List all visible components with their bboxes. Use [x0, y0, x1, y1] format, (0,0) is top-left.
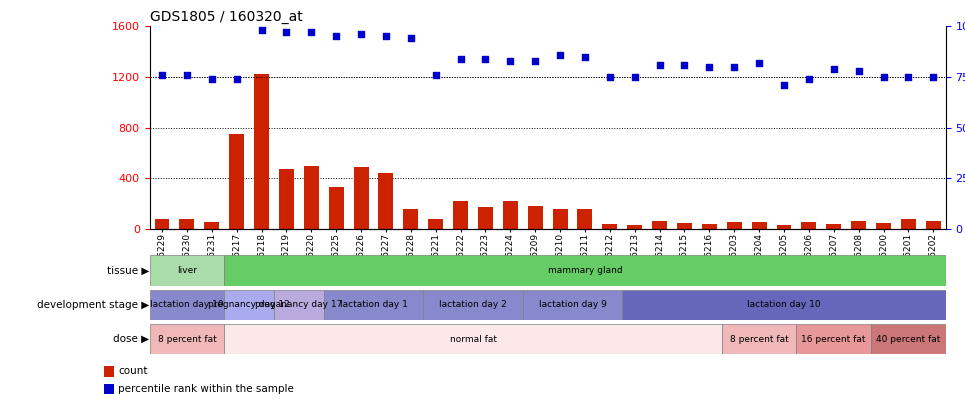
Text: mammary gland: mammary gland [548, 266, 622, 275]
Point [503, 58, 518, 64]
Bar [727, 222, 742, 229]
Bar [224, 324, 722, 354]
Point [801, 76, 816, 82]
Point [676, 62, 692, 68]
Bar [722, 324, 796, 354]
Text: lactation day 2: lactation day 2 [439, 300, 507, 309]
Text: lactation day 9: lactation day 9 [538, 300, 606, 309]
Point [478, 55, 493, 62]
Text: preganancy day 17: preganancy day 17 [255, 300, 343, 309]
Bar [279, 169, 294, 229]
Bar [229, 134, 244, 229]
Point [627, 74, 643, 80]
Point [403, 35, 419, 42]
Point [304, 29, 319, 36]
Text: 8 percent fat: 8 percent fat [730, 335, 788, 344]
Bar [150, 255, 224, 286]
Point [378, 33, 394, 40]
Bar [205, 222, 219, 229]
Bar [154, 220, 170, 229]
Text: lactation day 10: lactation day 10 [747, 300, 821, 309]
Point [528, 58, 543, 64]
Point [577, 53, 593, 60]
Text: 40 percent fat: 40 percent fat [876, 335, 941, 344]
Bar [677, 223, 692, 229]
Point [602, 74, 618, 80]
Point [727, 64, 742, 70]
Point [204, 76, 219, 82]
Point [925, 74, 941, 80]
Bar [424, 290, 523, 320]
Bar [378, 173, 394, 229]
Point [900, 74, 916, 80]
Point [353, 31, 369, 38]
Text: count: count [118, 366, 148, 376]
Text: GDS1805 / 160320_at: GDS1805 / 160320_at [150, 10, 302, 24]
Bar [577, 209, 593, 229]
Text: 16 percent fat: 16 percent fat [802, 335, 866, 344]
Point [179, 72, 195, 78]
Point [876, 74, 892, 80]
Bar [179, 219, 194, 229]
Bar [528, 206, 542, 229]
Bar [104, 366, 114, 377]
Point [752, 60, 767, 66]
Point [851, 68, 867, 74]
Bar [752, 222, 766, 229]
Bar [871, 324, 946, 354]
Bar [254, 75, 269, 229]
Text: lactation day 1: lactation day 1 [340, 300, 407, 309]
Text: 8 percent fat: 8 percent fat [157, 335, 216, 344]
Point [154, 72, 170, 78]
Bar [652, 221, 667, 229]
Bar [925, 221, 941, 229]
Bar [702, 224, 717, 229]
Bar [150, 290, 224, 320]
Point [427, 72, 443, 78]
Bar [826, 224, 841, 229]
Bar [150, 324, 224, 354]
Text: liver: liver [177, 266, 197, 275]
Text: normal fat: normal fat [450, 335, 497, 344]
Bar [553, 209, 567, 229]
Bar [901, 219, 916, 229]
Bar [851, 221, 867, 229]
Text: pregnancy day 12: pregnancy day 12 [208, 300, 290, 309]
Bar [428, 219, 443, 229]
Text: lactation day 10: lactation day 10 [151, 300, 224, 309]
Bar [523, 290, 622, 320]
Bar [622, 290, 946, 320]
Bar [796, 324, 871, 354]
Bar [454, 201, 468, 229]
Bar [627, 225, 642, 229]
Bar [224, 290, 274, 320]
Point [453, 55, 468, 62]
Text: tissue ▶: tissue ▶ [107, 265, 150, 275]
Bar [777, 225, 791, 229]
Point [652, 62, 668, 68]
Bar [503, 201, 518, 229]
Bar [478, 207, 493, 229]
Bar [329, 187, 344, 229]
Point [254, 27, 269, 34]
Text: dose ▶: dose ▶ [114, 334, 150, 344]
Bar [104, 384, 114, 394]
Point [552, 51, 567, 58]
Bar [323, 290, 424, 320]
Bar [274, 290, 323, 320]
Point [279, 29, 294, 36]
Point [229, 76, 244, 82]
Bar [801, 222, 816, 229]
Point [328, 33, 344, 40]
Point [776, 82, 791, 88]
Bar [304, 166, 318, 229]
Text: percentile rank within the sample: percentile rank within the sample [118, 384, 294, 394]
Bar [876, 223, 891, 229]
Point [702, 64, 717, 70]
Bar [403, 209, 418, 229]
Point [826, 66, 841, 72]
Text: development stage ▶: development stage ▶ [38, 300, 150, 310]
Bar [602, 224, 618, 229]
Bar [353, 167, 369, 229]
